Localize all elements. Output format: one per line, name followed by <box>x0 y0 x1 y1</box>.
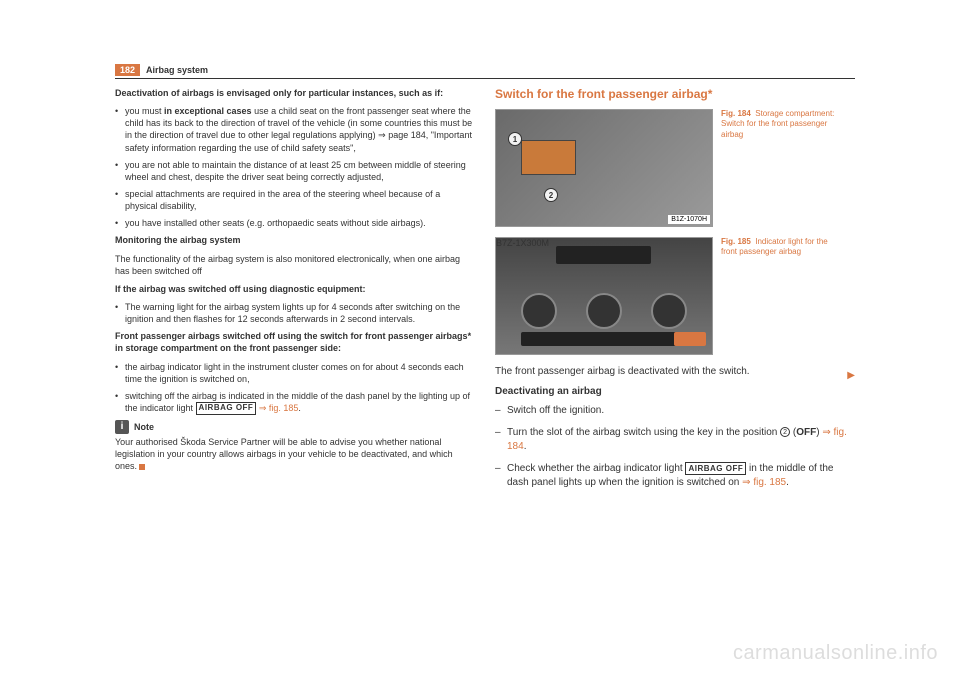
figure-185-image: B7Z-1X300M <box>495 237 713 355</box>
display-strip <box>556 246 651 264</box>
step-dash: – <box>495 404 507 418</box>
step-3: – Check whether the airbag indicator lig… <box>495 462 855 490</box>
bullet-item: • the airbag indicator light in the inst… <box>115 361 475 385</box>
callout-1: 1 <box>508 132 522 146</box>
switch-heading: Switch for the front passenger airbag* <box>495 87 855 101</box>
bullet-text: The warning light for the airbag system … <box>125 301 475 325</box>
diag-equip-heading: If the airbag was switched off using dia… <box>115 283 475 295</box>
callout-2: 2 <box>544 188 558 202</box>
monitoring-heading: Monitoring the airbag system <box>115 234 475 246</box>
bullet-item: • you are not able to maintain the dista… <box>115 159 475 183</box>
continue-icon: ▶ <box>847 370 855 381</box>
step-2: – Turn the slot of the airbag switch usi… <box>495 426 855 454</box>
end-mark-icon <box>139 464 145 470</box>
info-icon: i <box>115 420 129 434</box>
step-text: Turn the slot of the airbag switch using… <box>507 426 855 454</box>
switch-off-heading: Front passenger airbags switched off usi… <box>115 330 475 354</box>
section-title: Airbag system <box>146 65 208 75</box>
watermark-text: carmanualsonline.info <box>733 642 938 665</box>
bullet-dot: • <box>115 188 125 212</box>
airbag-off-icon: AIRBAG OFF <box>685 462 746 475</box>
glove-compartment <box>521 140 576 175</box>
bullet-dot: • <box>115 361 125 385</box>
figure-184: 1 2 B1Z-1070H Fig. 184 Storage compartme… <box>495 109 855 227</box>
airbag-off-icon: AIRBAG OFF <box>196 402 257 415</box>
image-plate: B7Z-1X300M <box>496 238 549 248</box>
step-text: Switch off the ignition. <box>507 404 604 418</box>
note-label: Note <box>134 422 154 432</box>
figure-184-caption: Fig. 184 Storage compartment: Switch for… <box>721 109 841 140</box>
step-1: – Switch off the ignition. <box>495 404 855 418</box>
figure-184-image: 1 2 B1Z-1070H <box>495 109 713 227</box>
image-plate: B1Z-1070H <box>668 215 710 224</box>
bullet-dot: • <box>115 217 125 229</box>
step-dash: – <box>495 462 507 490</box>
bullet-dot: • <box>115 301 125 325</box>
bullet-text: special attachments are required in the … <box>125 188 475 212</box>
step-dash: – <box>495 426 507 454</box>
bullet-dot: • <box>115 159 125 183</box>
callout-2-inline: 2 <box>780 427 790 437</box>
button-strip <box>521 332 686 346</box>
bullet-text: you are not able to maintain the distanc… <box>125 159 475 183</box>
bullet-item: • you have installed other seats (e.g. o… <box>115 217 475 229</box>
note-body: Your authorised Škoda Service Partner wi… <box>115 436 475 472</box>
left-column: Deactivation of airbags is envisaged onl… <box>115 87 475 498</box>
step-text: Check whether the airbag indicator light… <box>507 462 855 490</box>
bullet-item: • you must in exceptional cases use a ch… <box>115 105 475 154</box>
dial-icon <box>521 293 557 329</box>
bullet-item: • The warning light for the airbag syste… <box>115 301 475 325</box>
bullet-text: you have installed other seats (e.g. ort… <box>125 217 426 229</box>
right-column: Switch for the front passenger airbag* 1… <box>495 87 855 498</box>
bullet-text: switching off the airbag is indicated in… <box>125 390 475 415</box>
indicator-light <box>674 332 706 346</box>
deactivating-heading: Deactivating an airbag <box>495 385 855 399</box>
dial-icon <box>586 293 622 329</box>
monitoring-text: The functionality of the airbag system i… <box>115 253 475 277</box>
bullet-item: • special attachments are required in th… <box>115 188 475 212</box>
note-header: i Note <box>115 420 475 434</box>
bullet-text: you must in exceptional cases use a chil… <box>125 105 475 154</box>
figure-185-caption: Fig. 185 Indicator light for the front p… <box>721 237 841 258</box>
bullet-text: the airbag indicator light in the instru… <box>125 361 475 385</box>
figure-185: B7Z-1X300M Fig. 185 Indicator light for … <box>495 237 855 355</box>
page-header: 182 Airbag system <box>115 64 855 79</box>
bullet-dot: • <box>115 390 125 415</box>
dial-icon <box>651 293 687 329</box>
intro-text: The front passenger airbag is deactivate… <box>495 365 855 379</box>
bullet-dot: • <box>115 105 125 154</box>
deactivation-heading: Deactivation of airbags is envisaged onl… <box>115 87 475 99</box>
page-number: 182 <box>115 64 140 76</box>
bullet-item: • switching off the airbag is indicated … <box>115 390 475 415</box>
